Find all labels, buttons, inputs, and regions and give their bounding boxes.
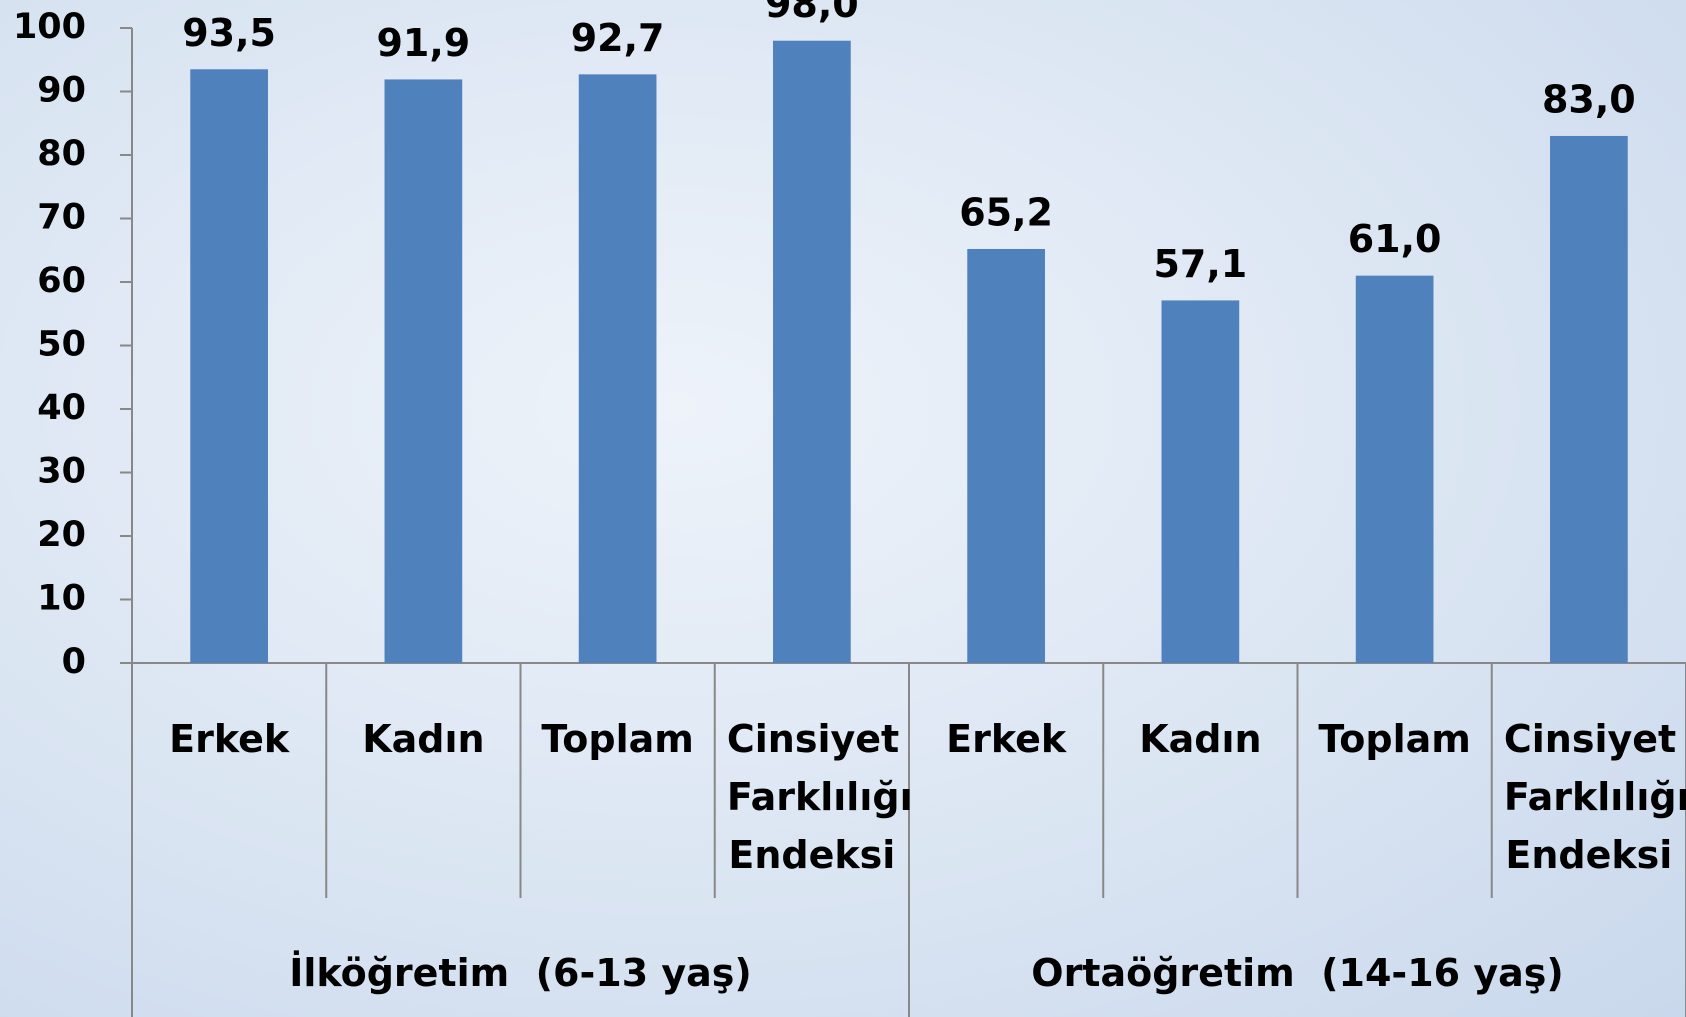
y-tick-label: 70 xyxy=(37,198,86,238)
y-tick-label: 90 xyxy=(37,71,86,111)
x-tick-label: Erkek xyxy=(169,717,290,761)
value-label: 61,0 xyxy=(1348,217,1442,261)
y-tick-label: 80 xyxy=(37,134,86,174)
y-tick-label: 10 xyxy=(37,579,86,619)
bar xyxy=(1550,135,1628,663)
bar xyxy=(384,79,463,663)
y-tick-label: 40 xyxy=(37,388,86,428)
bar xyxy=(578,74,657,664)
value-label: 57,1 xyxy=(1153,242,1247,286)
y-tick-label: 50 xyxy=(37,325,86,365)
bar xyxy=(773,40,851,663)
value-label: 65,2 xyxy=(959,190,1053,234)
value-label: 93,5 xyxy=(182,11,276,55)
value-label: 98,0 xyxy=(765,0,859,26)
x-tick-label: Kadın xyxy=(1139,717,1262,761)
value-label: 92,7 xyxy=(571,16,665,60)
x-tick-label: Toplam xyxy=(541,717,694,761)
x-tick-label: Cinsiyet Farklılığı Endeksi xyxy=(726,717,913,877)
y-tick-label: 0 xyxy=(62,642,86,682)
bar xyxy=(967,248,1045,664)
y-tick-label: 20 xyxy=(37,515,86,555)
y-tick-label: 30 xyxy=(37,452,86,492)
group-label: Ortaöğretim (14-16 yaş) xyxy=(1031,951,1564,995)
x-tick-label: Kadın xyxy=(362,717,485,761)
x-tick-label: Cinsiyet Farklılığı Endeksi xyxy=(1503,717,1686,877)
bar xyxy=(1161,300,1240,663)
bar xyxy=(1355,275,1434,663)
value-label: 91,9 xyxy=(376,21,470,65)
group-label: İlköğretim (6-13 yaş) xyxy=(289,951,752,995)
x-tick-label: Erkek xyxy=(946,717,1067,761)
x-tick-label: Toplam xyxy=(1318,717,1471,761)
bar xyxy=(190,69,268,663)
value-label: 83,0 xyxy=(1542,77,1636,121)
y-tick-label: 100 xyxy=(13,7,86,47)
y-tick-label: 60 xyxy=(37,261,86,301)
